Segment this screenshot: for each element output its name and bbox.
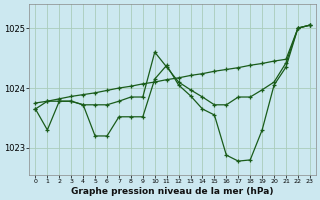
X-axis label: Graphe pression niveau de la mer (hPa): Graphe pression niveau de la mer (hPa): [71, 187, 274, 196]
